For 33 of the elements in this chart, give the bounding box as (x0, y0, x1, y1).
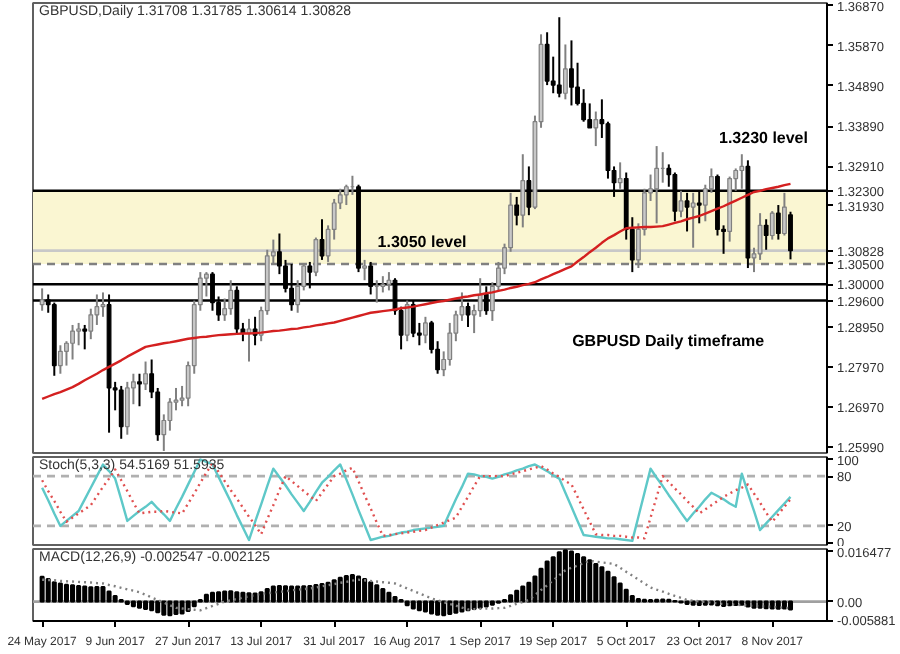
candlestick (556, 16, 562, 99)
candlestick (39, 287, 45, 312)
candlestick (143, 360, 148, 391)
candlestick (343, 183, 349, 207)
candlestick (788, 210, 793, 261)
candlestick (423, 315, 428, 345)
candlestick (763, 218, 769, 251)
candlestick (118, 384, 124, 440)
candlestick (137, 372, 142, 408)
candlestick (520, 153, 526, 229)
candlestick (544, 31, 550, 87)
annotation: GBPUSD Daily timeframe (572, 331, 766, 350)
candlestick (404, 299, 410, 343)
candlestick (100, 291, 106, 318)
candlestick (739, 153, 745, 190)
candlestick (775, 204, 781, 241)
candlestick (562, 43, 568, 101)
line-series (40, 182, 792, 401)
candlestick (654, 145, 660, 225)
candlestick (70, 323, 75, 361)
candlestick (569, 39, 574, 107)
candlestick (386, 271, 392, 292)
annotation: 1.3050 level (377, 232, 467, 251)
candlestick (82, 323, 88, 351)
candlestick (593, 110, 599, 148)
candlestick (514, 195, 520, 227)
candlestick (781, 191, 787, 237)
candlestick (124, 380, 130, 436)
candlestick (617, 161, 623, 190)
annotation: 1.3230 level (719, 129, 808, 147)
candlestick (228, 279, 234, 316)
candlestick (769, 210, 775, 241)
candlestick (57, 344, 63, 375)
